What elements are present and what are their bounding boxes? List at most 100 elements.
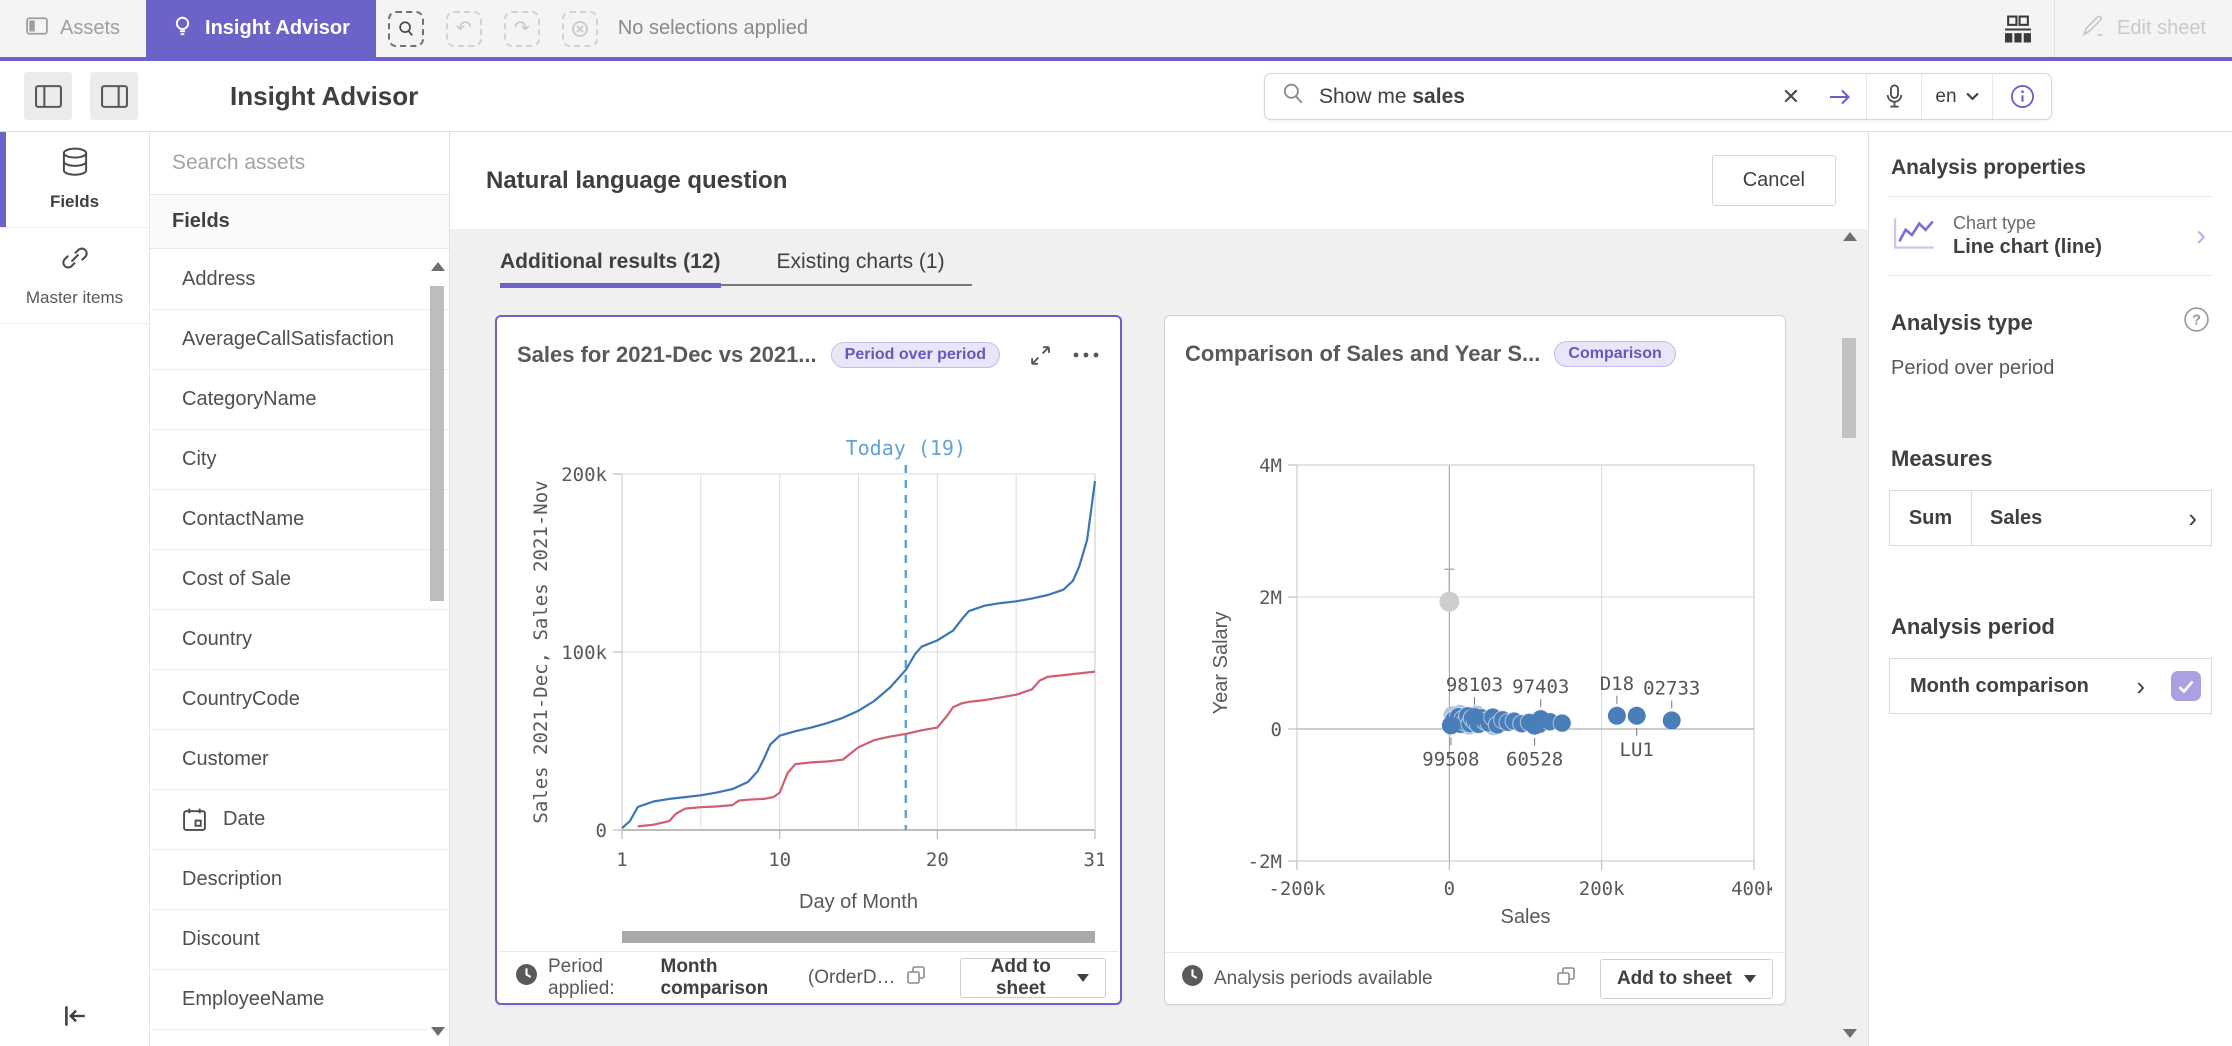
cancel-button[interactable]: Cancel: [1711, 155, 1836, 206]
field-item[interactable]: City: [150, 430, 449, 490]
svg-text:1: 1: [616, 849, 627, 871]
clear-selections-button[interactable]: [561, 10, 598, 47]
svg-text:LU1: LU1: [1620, 739, 1654, 761]
scroll-up-icon[interactable]: [431, 262, 445, 271]
scrollbar-thumb[interactable]: [430, 286, 444, 601]
add-to-sheet-button[interactable]: Add to sheet: [959, 956, 1106, 999]
toggle-left-panel-button[interactable]: [24, 72, 72, 120]
help-icon[interactable]: ?: [2183, 306, 2210, 339]
submit-search-button[interactable]: [1814, 74, 1866, 119]
field-item-label: Description: [182, 868, 283, 890]
analysis-period-row[interactable]: Month comparison ›: [1889, 658, 2212, 714]
expand-icon[interactable]: [1029, 344, 1052, 367]
field-item[interactable]: CountryCode: [150, 670, 449, 730]
main-scrollbar[interactable]: [1840, 226, 1858, 1044]
microphone-button[interactable]: [1867, 74, 1921, 119]
analysis-type-badge: Period over period: [830, 342, 1001, 368]
field-item[interactable]: Address: [150, 250, 449, 310]
scroll-up-icon[interactable]: [1843, 232, 1857, 241]
link-out-icon[interactable]: [906, 965, 926, 991]
tab-existing-charts[interactable]: Existing charts (1): [776, 250, 945, 273]
card-title: Comparison of Sales and Year S...: [1185, 341, 1541, 366]
search-assets-placeholder: Search assets: [172, 151, 306, 174]
svg-text:D18: D18: [1600, 673, 1634, 695]
chart-horizontal-scrollbar[interactable]: [622, 931, 1095, 943]
field-item[interactable]: Description: [150, 850, 449, 910]
results-main: Natural language question Cancel Additio…: [450, 132, 1868, 1046]
rail-item-master-items[interactable]: Master items: [0, 228, 149, 324]
assets-panel: Search assets Fields Address AverageCallS…: [150, 132, 450, 1046]
svg-text:Day of Month: Day of Month: [799, 891, 918, 913]
field-item[interactable]: AverageCallSatisfaction: [150, 310, 449, 370]
field-item-label: CategoryName: [182, 388, 317, 410]
svg-text:2M: 2M: [1259, 587, 1282, 609]
redo-selection-button[interactable]: ↷: [503, 10, 540, 47]
card-header: Comparison of Sales and Year S... Compar…: [1185, 330, 1765, 378]
search-assets-input[interactable]: Search assets: [150, 132, 449, 195]
field-item[interactable]: Discount: [150, 910, 449, 970]
measure-field: Sales: [1990, 506, 2043, 529]
search-icon: [1281, 82, 1305, 111]
edit-sheet-button[interactable]: Edit sheet: [2055, 14, 2232, 44]
field-item-label: Cost of Sale: [182, 568, 291, 590]
scrollbar-thumb[interactable]: [1842, 338, 1856, 438]
rail-item-fields[interactable]: Fields: [0, 132, 149, 228]
nlq-search-input[interactable]: Show me sales ✕ en: [1264, 73, 2052, 120]
field-item[interactable]: Date: [150, 790, 449, 850]
content-body: Fields Master items Search assets Fields…: [0, 132, 2232, 1046]
link-icon: [60, 243, 90, 278]
svg-text:0: 0: [1444, 878, 1455, 900]
clear-search-button[interactable]: ✕: [1768, 74, 1814, 119]
period-applied-label: Period applied:: [548, 955, 615, 999]
toggle-right-panel-button[interactable]: [90, 72, 138, 120]
accent-strip: [0, 57, 2232, 61]
navigation-grid-icon[interactable]: [1982, 15, 2054, 43]
panel-title: Analysis properties: [1889, 132, 2212, 197]
chart-type-row[interactable]: Chart type Line chart (line) ›: [1889, 197, 2212, 276]
field-item-label: Customer: [182, 748, 269, 770]
field-item[interactable]: Cost of Sale: [150, 550, 449, 610]
scroll-down-icon[interactable]: [431, 1027, 445, 1036]
undo-selection-button[interactable]: ↶: [445, 10, 482, 47]
collapse-panel-button[interactable]: [55, 1003, 95, 1032]
add-to-sheet-button[interactable]: Add to sheet: [1599, 958, 1773, 999]
selections-search-button[interactable]: [387, 10, 424, 47]
analysis-period-header: Analysis period: [1891, 614, 2055, 639]
more-options-icon[interactable]: [1072, 351, 1100, 359]
nlq-header: Natural language question Cancel: [450, 132, 1868, 229]
results-tabs: Additional results (12) Existing charts …: [450, 229, 1868, 295]
scroll-down-icon[interactable]: [1843, 1029, 1857, 1038]
selections-toolbar: ↶ ↷: [387, 0, 598, 57]
tab-insight-advisor-label: Insight Advisor: [205, 17, 350, 39]
analysis-type-header: Analysis type ?: [1889, 306, 2212, 339]
tab-assets[interactable]: Assets: [0, 0, 146, 57]
measure-row[interactable]: Sum Sales ›: [1889, 490, 2212, 546]
field-item[interactable]: CategoryName: [150, 370, 449, 430]
chevron-right-icon: ›: [2136, 671, 2145, 701]
svg-text:200k: 200k: [561, 464, 607, 486]
tab-assets-label: Assets: [60, 17, 121, 39]
search-query-text: Show me sales: [1319, 84, 1465, 108]
field-item[interactable]: ContactName: [150, 490, 449, 550]
result-card-comparison[interactable]: Comparison of Sales and Year S... Compar…: [1164, 315, 1786, 1005]
measures-header: Measures: [1891, 446, 1993, 471]
period-applied-detail: (OrderD…: [807, 966, 896, 988]
svg-text:200k: 200k: [1579, 878, 1625, 900]
info-icon[interactable]: [1993, 74, 2051, 119]
result-card-period-over-period[interactable]: Sales for 2021-Dec vs 2021... Period ove…: [495, 315, 1122, 1005]
assets-icon: [26, 16, 48, 42]
field-item-label: Address: [182, 268, 256, 290]
analysis-properties-panel: Analysis properties Chart type Line char…: [1868, 132, 2232, 1046]
assets-scrollbar[interactable]: [428, 256, 446, 1042]
period-checkbox[interactable]: [2171, 671, 2201, 701]
link-out-icon[interactable]: [1556, 966, 1576, 992]
field-item[interactable]: Customer: [150, 730, 449, 790]
tab-additional-results[interactable]: Additional results (12): [500, 229, 721, 295]
tab-insight-advisor[interactable]: Insight Advisor: [146, 0, 376, 57]
svg-text:20: 20: [926, 849, 949, 871]
caret-down-icon: [1077, 973, 1089, 982]
language-select[interactable]: en: [1922, 74, 1992, 119]
field-item[interactable]: EmployeeName: [150, 970, 449, 1030]
language-value: en: [1935, 85, 1957, 107]
field-item[interactable]: Country: [150, 610, 449, 670]
